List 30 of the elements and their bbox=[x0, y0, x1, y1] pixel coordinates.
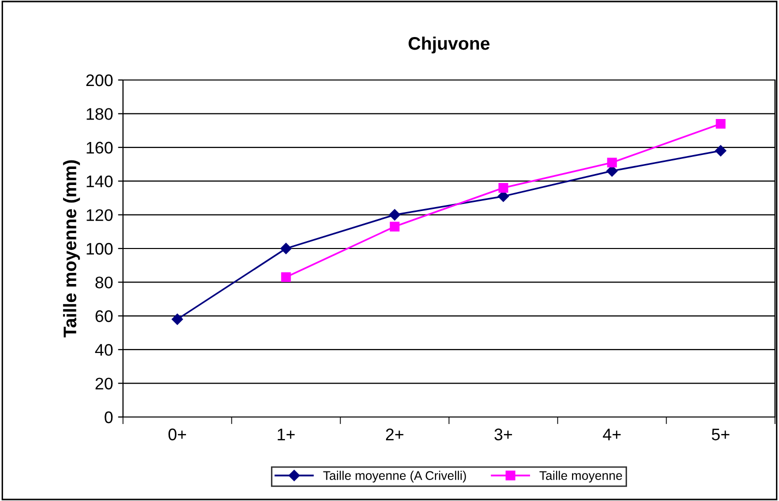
legend-label: Taille moyenne (A Crivelli) bbox=[323, 470, 466, 482]
chart-title: Chjuvone bbox=[408, 36, 490, 54]
x-tick-label: 5+ bbox=[712, 428, 730, 440]
point bbox=[280, 242, 292, 254]
y-tick-label: 140 bbox=[86, 176, 113, 188]
x-tick-label: 3+ bbox=[494, 428, 512, 440]
y-tick-label: 180 bbox=[86, 108, 113, 120]
x-tick-label: 1+ bbox=[278, 428, 295, 440]
point bbox=[390, 222, 400, 232]
y-tick-label: 100 bbox=[86, 242, 113, 255]
point bbox=[172, 314, 183, 325]
x-tick-label: 2+ bbox=[386, 428, 404, 440]
y-tick-label: 40 bbox=[95, 344, 113, 356]
point bbox=[281, 272, 291, 282]
y-tick-label: 120 bbox=[86, 209, 113, 222]
legend-label: Taille moyenne bbox=[539, 470, 622, 482]
y-tick-label: 80 bbox=[95, 276, 113, 288]
y-tick-label: 60 bbox=[96, 310, 113, 322]
y-tick-label: 200 bbox=[86, 74, 113, 86]
point bbox=[389, 209, 400, 220]
point bbox=[607, 158, 617, 168]
x-tick-label: 0+ bbox=[168, 428, 186, 440]
y-tick-label: 0 bbox=[104, 411, 113, 424]
x-tick-label: 4+ bbox=[602, 428, 621, 440]
y-tick-label: 160 bbox=[86, 142, 113, 154]
point bbox=[498, 182, 508, 193]
point bbox=[715, 145, 726, 156]
point bbox=[716, 118, 726, 129]
y-axis-title: Taille moyenne (mm) bbox=[63, 160, 80, 338]
y-tick-label: 20 bbox=[96, 378, 113, 390]
